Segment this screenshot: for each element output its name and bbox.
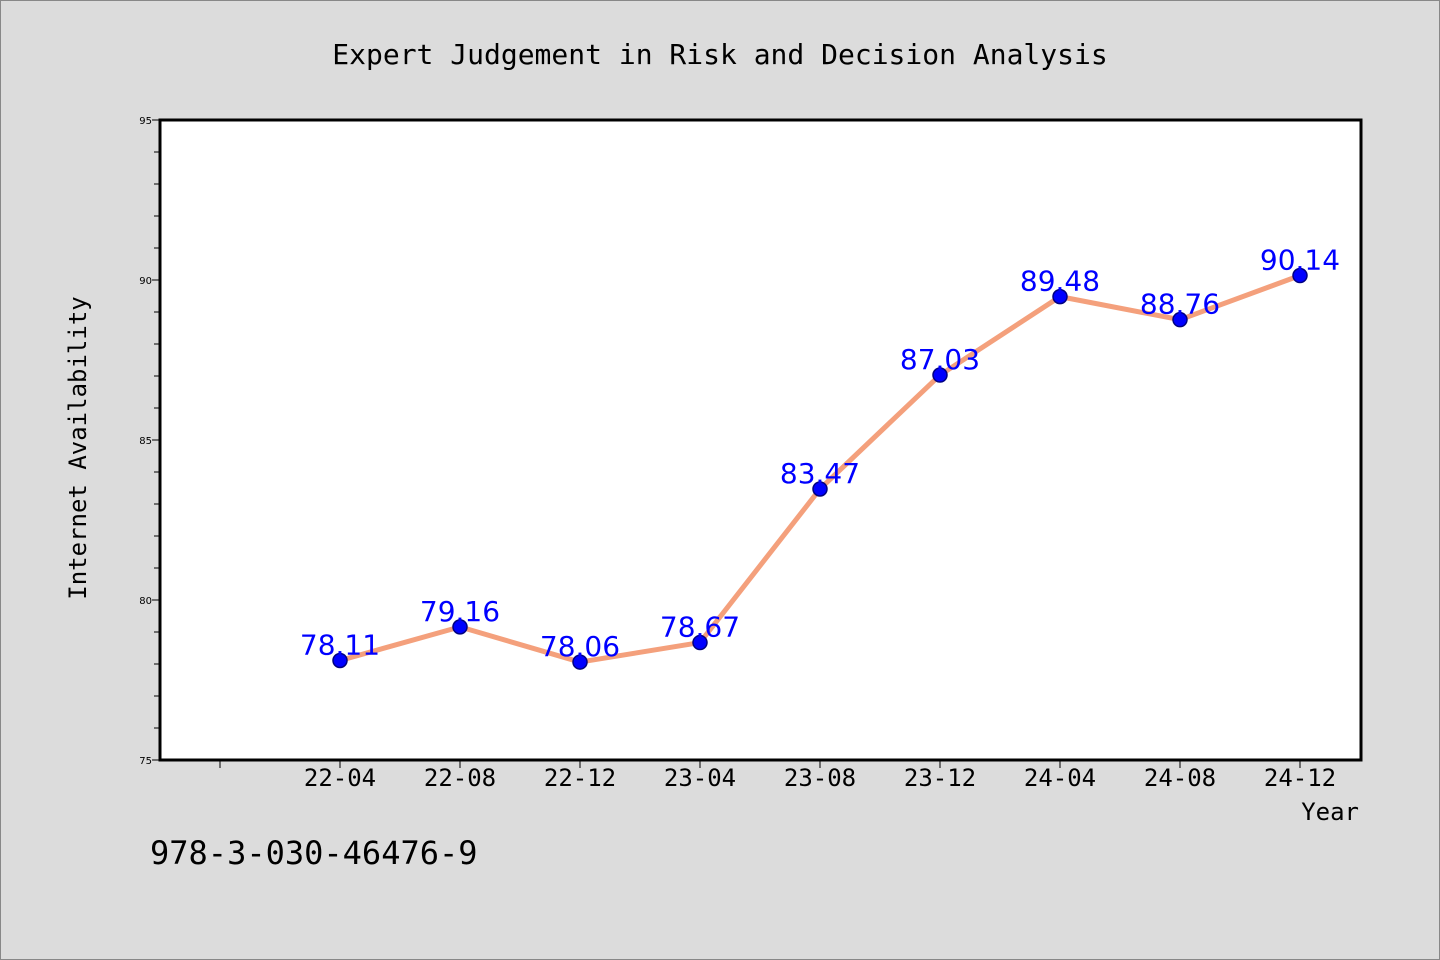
data-point [692, 634, 708, 651]
data-label: 79.16 [420, 595, 500, 628]
data-label: 83.47 [780, 457, 860, 490]
data-point [452, 619, 468, 635]
x-tick-label: 22-12 [544, 764, 616, 792]
y-tick-label: 90 [139, 276, 152, 287]
x-tick-label: 24-12 [1264, 764, 1336, 792]
data-label: 89.48 [1020, 265, 1100, 298]
x-tick-label: 24-08 [1144, 764, 1216, 792]
y-axis-ticks: 75 80 85 90 95 [139, 116, 160, 767]
data-point [812, 481, 828, 497]
data-label: 78.11 [300, 628, 380, 661]
data-label: 88.76 [1140, 288, 1220, 321]
data-point [1052, 288, 1068, 305]
series-line-group [332, 267, 1308, 670]
data-point [1172, 311, 1188, 328]
x-tick-label: 24-04 [1024, 764, 1096, 792]
x-tick-label: 22-04 [304, 764, 376, 792]
data-point [932, 367, 948, 383]
data-point [1292, 267, 1308, 284]
x-tick-label: 23-12 [904, 764, 976, 792]
y-axis-label: Internet Availability [64, 296, 92, 599]
chart-title: Expert Judgement in Risk and Decision An… [332, 38, 1107, 71]
isbn-code: 978-3-030-46476-9 [150, 834, 478, 872]
x-tick-label: 23-04 [664, 764, 736, 792]
x-tick-label: 23-08 [784, 764, 856, 792]
data-point [572, 654, 588, 670]
x-axis-ticks: 22-04 22-08 22-12 23-04 23-08 23-12 24-04 24-08… [219, 760, 1336, 792]
data-label: 87.03 [900, 343, 980, 376]
x-tick-label: 22-08 [424, 764, 496, 792]
data-label: 78.06 [540, 630, 620, 663]
x-axis-label: Year [1301, 798, 1359, 826]
y-tick-label: 95 [139, 116, 152, 127]
y-tick-label: 85 [139, 436, 152, 447]
data-point [332, 652, 348, 669]
y-tick-label: 80 [139, 596, 152, 607]
data-label: 78.67 [660, 611, 740, 644]
data-labels-group: 78.11 79.16 78.06 78.67 83.47 87.03 89.48 88.76… [300, 244, 1340, 664]
y-tick-label: 75 [139, 756, 152, 767]
data-label: 90.14 [1260, 244, 1340, 277]
